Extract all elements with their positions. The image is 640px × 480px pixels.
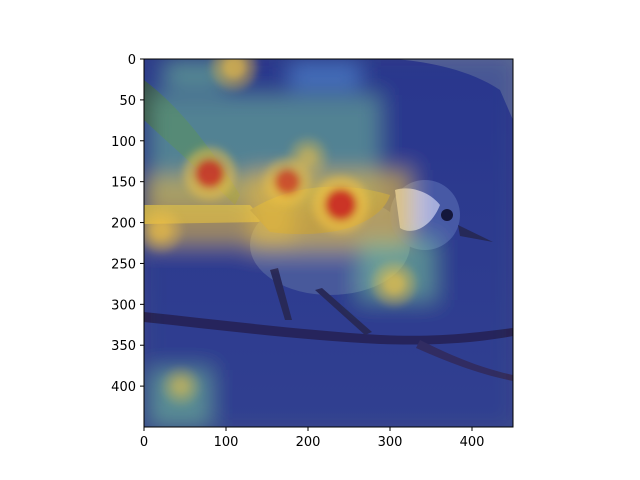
image-area [144,59,513,427]
y-tick-label: 150 [111,176,136,191]
heatmap-overlay [144,59,513,427]
heatmap-hotspot [149,219,172,242]
x-axis: 0 100 200 300 400 [140,427,485,450]
x-tick-label: 0 [140,435,148,450]
x-tick-label: 200 [296,435,321,450]
y-tick-label: 300 [111,298,136,313]
y-tick-label: 100 [111,135,136,150]
y-tick-label: 250 [111,257,136,272]
y-tick-label: 50 [119,94,136,109]
heatmap-hotspots [144,59,416,405]
heatmap-hotspot [221,59,247,80]
heatmap-hotspot [382,272,406,296]
heatmap-hotspot [274,168,301,195]
y-tick-label: 350 [111,339,136,354]
heatmap-hotspot [194,158,225,189]
plot-frame [143,58,514,428]
y-axis: 0 50 100 150 200 250 300 350 400 [111,53,144,395]
x-tick-label: 100 [214,435,239,450]
heatmap-hotspot [324,188,357,221]
heatmap-hotspot [298,147,318,168]
y-tick-label: 0 [128,53,136,68]
x-tick-label: 300 [378,435,403,450]
y-tick-label: 200 [111,217,136,232]
heatmap-hotspot [171,376,191,396]
x-tick-label: 400 [460,435,485,450]
y-tick-label: 400 [111,380,136,395]
